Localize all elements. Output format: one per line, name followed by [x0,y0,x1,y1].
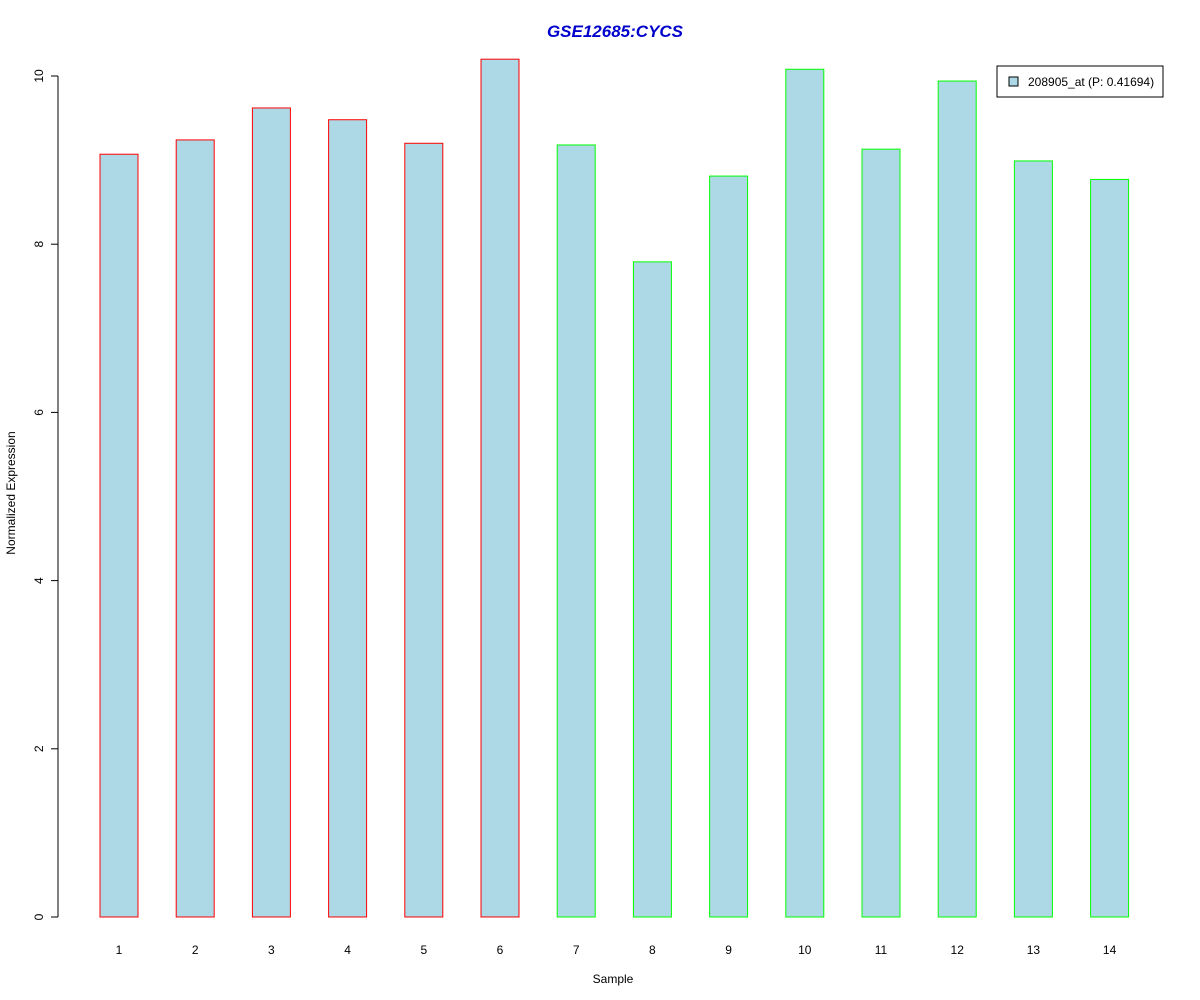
bar-sample-13 [1013,160,1053,918]
y-tick-label: 4 [32,577,46,584]
bar-sample-6 [480,58,520,918]
y-tick-label: 10 [32,69,46,83]
bar-sample-14 [1090,178,1130,918]
y-tick-label: 2 [32,745,46,752]
y-tick-label: 6 [32,409,46,416]
y-tick-label: 0 [32,913,46,920]
bar-sample-3 [251,107,291,918]
y-axis: 0 2 4 6 8 10 [32,69,59,920]
x-tick-label: 11 [875,943,888,957]
x-tick-label: 9 [725,943,732,957]
bar-sample-5 [404,142,444,918]
x-tick-label: 2 [192,943,199,957]
x-tick-label: 4 [344,943,351,957]
x-axis-label: Sample [593,972,634,986]
x-tick-label: 10 [798,943,812,957]
legend-box [996,65,1164,98]
bar-sample-9 [709,175,749,918]
legend-label: 208905_at (P: 0.41694) [1028,75,1154,89]
x-tick-label: 8 [649,943,656,957]
x-tick-label: 5 [420,943,427,957]
bar-sample-8 [632,261,672,918]
y-tick-label: 8 [32,241,46,248]
x-tick-label: 7 [573,943,580,957]
x-tick-label: 14 [1103,943,1117,957]
x-tick-label: 3 [268,943,275,957]
bar-sample-7 [556,144,596,918]
x-tick-labels: 1 2 3 4 5 6 7 8 9 10 11 12 13 14 [116,943,1117,957]
x-tick-label: 6 [497,943,504,957]
bar-sample-2 [175,139,215,918]
bar-sample-11 [861,148,901,918]
bar-sample-1 [99,153,139,918]
x-tick-label: 13 [1027,943,1041,957]
bars-group [99,58,1130,918]
x-tick-label: 1 [116,943,123,957]
legend: 208905_at (P: 0.41694) [996,65,1164,98]
bar-sample-12 [937,80,977,918]
x-tick-label: 12 [951,943,965,957]
legend-swatch [1008,76,1019,87]
bar-sample-4 [328,119,368,918]
y-axis-label: Normalized Expression [4,431,18,554]
bar-sample-10 [785,68,825,918]
chart-title: GSE12685:CYCS [547,22,684,41]
